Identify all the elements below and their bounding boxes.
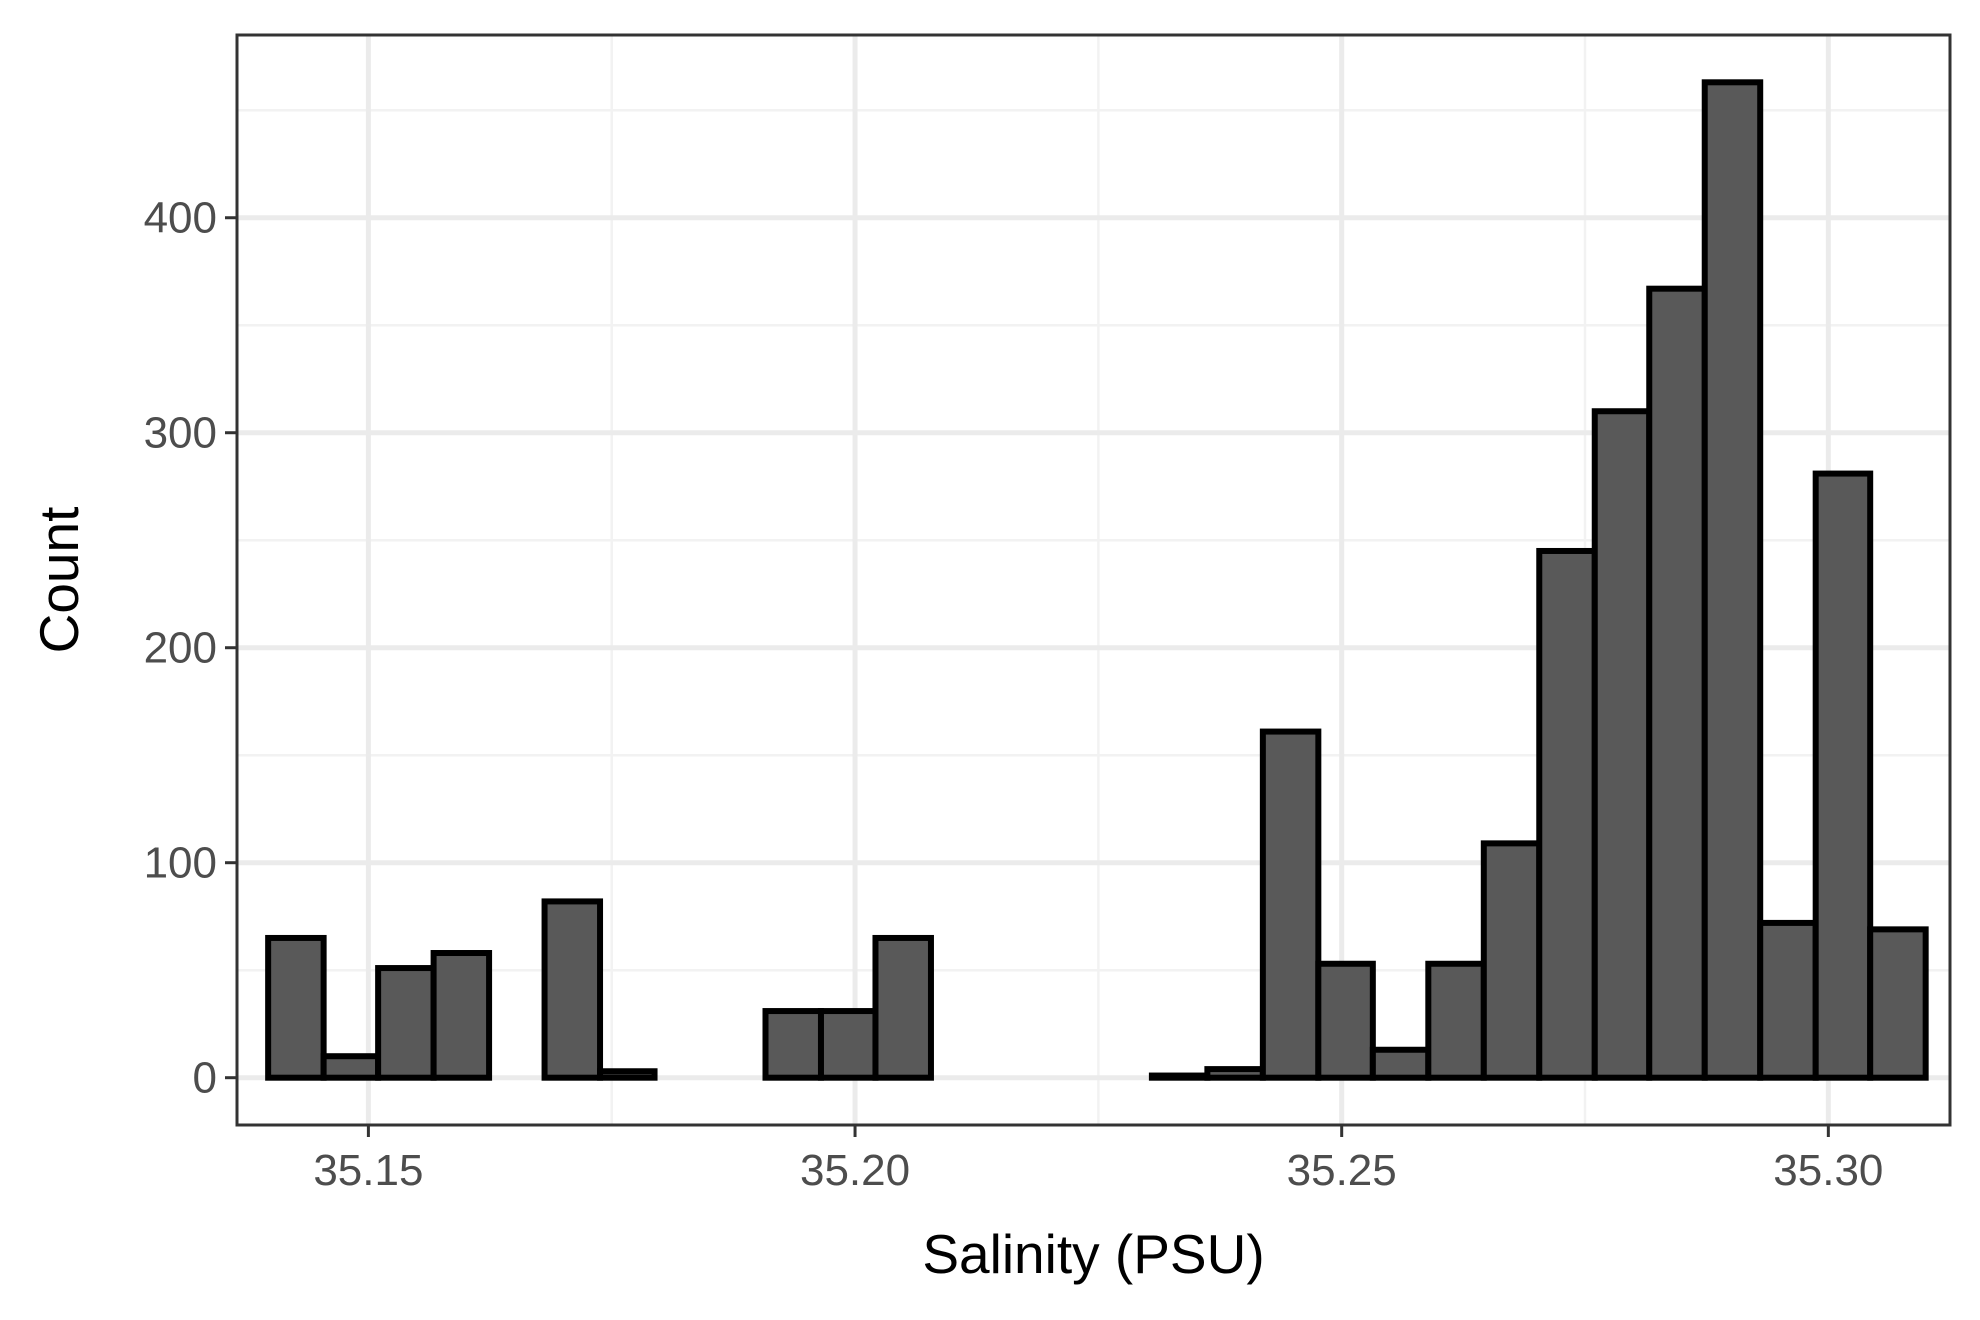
histogram-bars — [265, 79, 1929, 1081]
grid-lines — [237, 35, 1950, 1125]
panel-border — [235, 33, 1952, 1127]
histogram-bar — [1259, 728, 1322, 1081]
histogram-bar — [762, 1008, 824, 1081]
histogram-bar — [1204, 1066, 1266, 1081]
y-axis-title: Count — [28, 507, 90, 654]
y-tick-label: 0 — [193, 1054, 217, 1103]
histogram-bar — [320, 1053, 382, 1081]
histogram-bar — [375, 965, 437, 1081]
histogram-bar — [265, 934, 327, 1081]
y-tick-label: 400 — [144, 194, 217, 243]
histogram-bar — [1315, 960, 1376, 1081]
histogram-bar — [1480, 840, 1543, 1081]
histogram-bar — [1867, 926, 1929, 1081]
x-axis-title: Salinity (PSU) — [922, 1223, 1264, 1285]
y-tick-label: 300 — [144, 409, 217, 458]
histogram-bar — [1148, 1072, 1211, 1081]
x-tick-label: 35.25 — [1287, 1146, 1397, 1195]
histogram-bar — [1369, 1046, 1432, 1081]
histogram-bar — [430, 950, 493, 1081]
histogram-bar — [1812, 470, 1874, 1081]
histogram-bar — [872, 934, 934, 1081]
histogram-bar — [597, 1068, 658, 1081]
axes: 35.15 35.20 35.25 35.30 0 100 200 300 400 — [144, 194, 1884, 1195]
histogram-bar — [1701, 79, 1764, 1081]
x-tick-label: 35.15 — [313, 1146, 423, 1195]
x-tick-label: 35.30 — [1773, 1146, 1883, 1195]
histogram-bar — [541, 898, 604, 1081]
y-tick-label: 100 — [144, 839, 217, 888]
histogram-bar — [1757, 919, 1819, 1081]
histogram-bar — [817, 1008, 879, 1081]
histogram-bar — [1425, 960, 1487, 1081]
y-tick-label: 200 — [144, 624, 217, 673]
histogram-bar — [1536, 547, 1598, 1081]
x-tick-label: 35.20 — [800, 1146, 910, 1195]
histogram-bar — [1591, 408, 1653, 1081]
histogram-bar — [1646, 285, 1708, 1081]
